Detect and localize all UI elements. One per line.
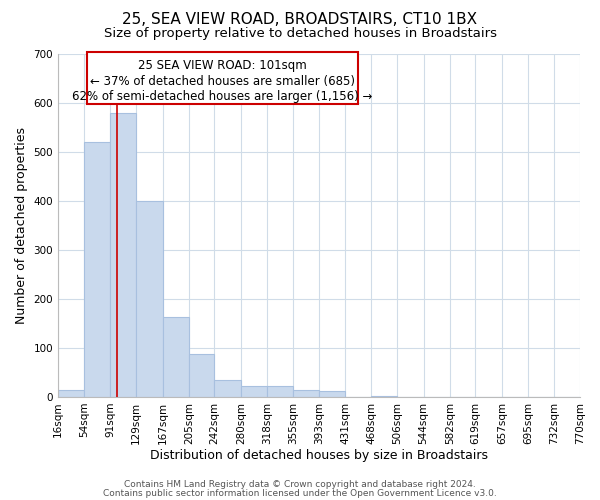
Bar	[267, 386, 293, 397]
Bar	[293, 390, 319, 397]
Bar	[85, 142, 110, 397]
Bar	[371, 396, 397, 397]
Text: Contains HM Land Registry data © Crown copyright and database right 2024.: Contains HM Land Registry data © Crown c…	[124, 480, 476, 489]
Text: Contains public sector information licensed under the Open Government Licence v3: Contains public sector information licen…	[103, 488, 497, 498]
Bar	[58, 390, 85, 397]
Bar	[214, 380, 241, 397]
X-axis label: Distribution of detached houses by size in Broadstairs: Distribution of detached houses by size …	[150, 450, 488, 462]
Bar	[136, 201, 163, 397]
FancyBboxPatch shape	[87, 52, 358, 104]
Text: 25, SEA VIEW ROAD, BROADSTAIRS, CT10 1BX: 25, SEA VIEW ROAD, BROADSTAIRS, CT10 1BX	[122, 12, 478, 28]
Text: 25 SEA VIEW ROAD: 101sqm: 25 SEA VIEW ROAD: 101sqm	[138, 59, 307, 72]
Text: Size of property relative to detached houses in Broadstairs: Size of property relative to detached ho…	[104, 28, 497, 40]
Bar	[189, 354, 214, 397]
Y-axis label: Number of detached properties: Number of detached properties	[15, 127, 28, 324]
Bar	[110, 113, 136, 397]
Bar	[241, 386, 267, 397]
Bar	[319, 391, 346, 397]
Text: ← 37% of detached houses are smaller (685): ← 37% of detached houses are smaller (68…	[90, 74, 355, 88]
Bar	[163, 317, 189, 397]
Text: 62% of semi-detached houses are larger (1,156) →: 62% of semi-detached houses are larger (…	[72, 90, 373, 103]
